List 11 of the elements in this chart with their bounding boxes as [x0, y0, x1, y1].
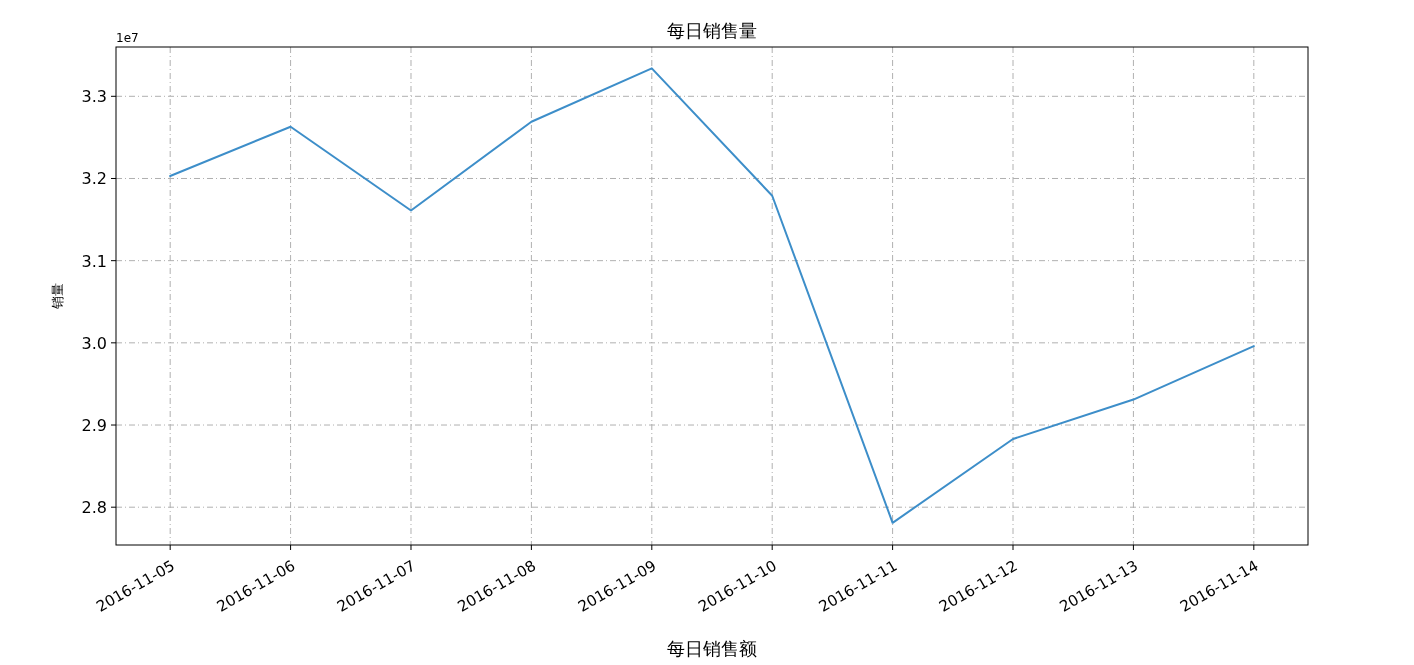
y-tick-label: 3.2 — [81, 169, 107, 189]
y-tick-label: 3.3 — [81, 87, 107, 107]
y-axis-title: 销量 — [50, 283, 65, 310]
text: 1e7 — [116, 31, 139, 45]
y-tick-label: 2.9 — [81, 416, 107, 436]
line-series — [169, 67, 1255, 524]
x-axis-title: 每日销售额 — [667, 638, 757, 659]
chart-title: 每日销售量 — [667, 20, 757, 41]
y-tick-label: 3.1 — [81, 251, 107, 271]
y-tick-label: 3.0 — [81, 333, 107, 353]
y-tick-label: 2.8 — [81, 498, 107, 518]
